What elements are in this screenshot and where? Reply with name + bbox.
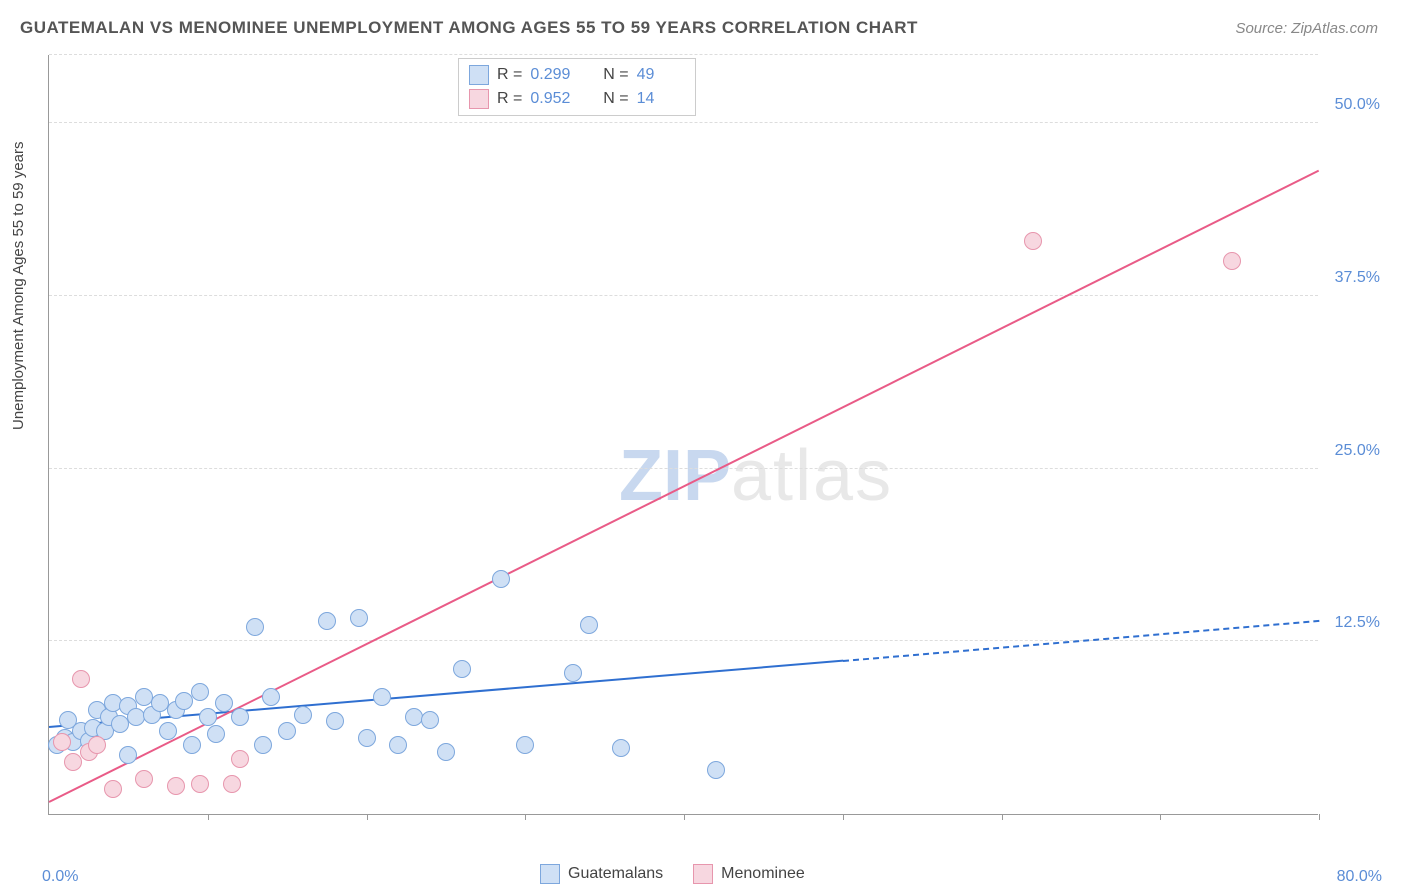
legend-swatch	[693, 864, 713, 884]
stat-r-label: R =	[497, 87, 522, 111]
data-point	[231, 708, 249, 726]
data-point	[167, 777, 185, 795]
stat-n-label: N =	[603, 63, 628, 87]
data-point	[373, 688, 391, 706]
data-point	[580, 616, 598, 634]
data-point	[191, 775, 209, 793]
data-point	[492, 570, 510, 588]
data-point	[72, 670, 90, 688]
x-tick	[367, 814, 368, 820]
data-point	[207, 725, 225, 743]
data-point	[254, 736, 272, 754]
data-point	[191, 683, 209, 701]
data-point	[119, 746, 137, 764]
legend-swatch	[540, 864, 560, 884]
gridline	[49, 122, 1318, 123]
stats-legend-row: R = 0.299 N = 49	[469, 63, 685, 87]
legend-item: Guatemalans	[540, 864, 663, 884]
x-tick	[1002, 814, 1003, 820]
data-point	[453, 660, 471, 678]
y-tick-label: 25.0%	[1335, 442, 1380, 460]
legend-item: Menominee	[693, 864, 805, 884]
data-point	[437, 743, 455, 761]
gridline	[49, 54, 1318, 55]
data-point	[231, 750, 249, 768]
data-point	[358, 729, 376, 747]
data-point	[64, 753, 82, 771]
x-axis-origin-label: 0.0%	[42, 868, 78, 886]
y-tick-label: 50.0%	[1335, 96, 1380, 114]
data-point	[564, 664, 582, 682]
legend-label: Menominee	[721, 865, 805, 883]
data-point	[53, 733, 71, 751]
y-axis-label: Unemployment Among Ages 55 to 59 years	[10, 141, 27, 430]
legend-swatch	[469, 89, 489, 109]
data-point	[278, 722, 296, 740]
data-point	[135, 770, 153, 788]
plot-area: ZIPatlas 12.5%25.0%37.5%50.0%	[48, 55, 1318, 815]
stat-n-value: 14	[637, 87, 685, 111]
gridline	[49, 640, 1318, 641]
trend-line	[49, 660, 843, 728]
correlation-scatter-chart: GUATEMALAN VS MENOMINEE UNEMPLOYMENT AMO…	[0, 0, 1406, 892]
data-point	[159, 722, 177, 740]
y-tick-label: 12.5%	[1335, 614, 1380, 632]
data-point	[318, 612, 336, 630]
stat-r-label: R =	[497, 63, 522, 87]
data-point	[612, 739, 630, 757]
legend-swatch	[469, 65, 489, 85]
data-point	[262, 688, 280, 706]
watermark-zip: ZIP	[619, 436, 731, 516]
data-point	[326, 712, 344, 730]
x-tick	[208, 814, 209, 820]
gridline	[49, 295, 1318, 296]
x-tick	[843, 814, 844, 820]
data-point	[389, 736, 407, 754]
data-point	[246, 618, 264, 636]
gridline	[49, 468, 1318, 469]
stat-r-value: 0.299	[530, 63, 578, 87]
legend-label: Guatemalans	[568, 865, 663, 883]
data-point	[183, 736, 201, 754]
data-point	[215, 694, 233, 712]
data-point	[1024, 232, 1042, 250]
data-point	[516, 736, 534, 754]
series-legend: Guatemalans Menominee	[540, 864, 805, 884]
watermark: ZIPatlas	[619, 435, 893, 517]
x-axis-max-label: 80.0%	[1337, 868, 1382, 886]
data-point	[104, 780, 122, 798]
x-tick	[525, 814, 526, 820]
x-tick	[1160, 814, 1161, 820]
x-tick	[684, 814, 685, 820]
stats-legend: R = 0.299 N = 49R = 0.952 N = 14	[458, 58, 696, 116]
data-point	[199, 708, 217, 726]
chart-title: GUATEMALAN VS MENOMINEE UNEMPLOYMENT AMO…	[20, 18, 918, 38]
y-tick-label: 37.5%	[1335, 269, 1380, 287]
stat-n-value: 49	[637, 63, 685, 87]
data-point	[223, 775, 241, 793]
stat-r-value: 0.952	[530, 87, 578, 111]
source-attribution: Source: ZipAtlas.com	[1235, 20, 1378, 37]
watermark-atlas: atlas	[731, 436, 893, 516]
data-point	[294, 706, 312, 724]
data-point	[350, 609, 368, 627]
x-tick	[1319, 814, 1320, 820]
data-point	[421, 711, 439, 729]
stats-legend-row: R = 0.952 N = 14	[469, 87, 685, 111]
stat-n-label: N =	[603, 87, 628, 111]
data-point	[88, 736, 106, 754]
data-point	[1223, 252, 1241, 270]
data-point	[707, 761, 725, 779]
